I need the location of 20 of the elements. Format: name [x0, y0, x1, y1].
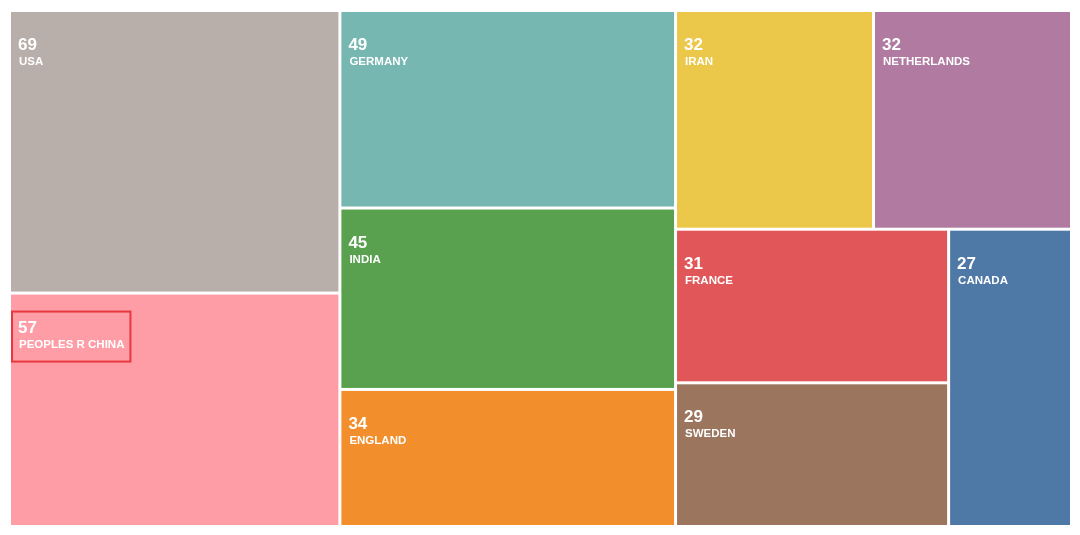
data-label: 34 [348, 413, 368, 433]
data-label: 31 [684, 253, 703, 273]
category-label: ENGLAND [349, 433, 407, 446]
data-label: 27 [957, 253, 977, 273]
category-label: NETHERLANDS [883, 55, 971, 67]
category-label: FRANCE [685, 273, 734, 286]
data-label: 49 [348, 35, 368, 54]
data-label: 32 [684, 35, 703, 54]
category-label: INDIA [349, 252, 381, 265]
data-label: 29 [684, 407, 703, 427]
category-label: IRAN [685, 55, 714, 67]
data-label: 57 [18, 317, 37, 337]
category-label: PEOPLES R CHINA [19, 337, 125, 350]
data-label: 69 [18, 35, 37, 54]
category-label: USA [19, 55, 44, 67]
data-label: 32 [882, 35, 901, 54]
category-label: CANADA [958, 273, 1008, 286]
category-label: GERMANY [349, 55, 409, 67]
category-label: SWEDEN [685, 427, 736, 440]
data-label: 45 [348, 232, 368, 252]
